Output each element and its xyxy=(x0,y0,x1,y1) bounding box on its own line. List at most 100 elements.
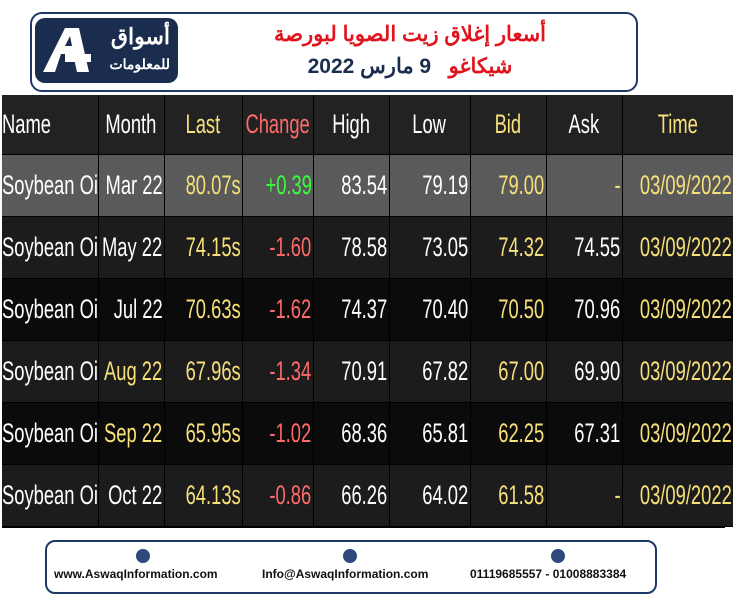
email: Info@AswaqInformation.com xyxy=(262,567,429,581)
table-cell-cell: 79.19 xyxy=(390,155,470,217)
table-cell: 67.31 xyxy=(574,418,621,448)
column-header: Month xyxy=(105,109,157,139)
table-cell: 67.00 xyxy=(498,356,545,386)
table-cell: - xyxy=(614,480,621,510)
table-cell: Soybean Oil xyxy=(2,232,98,262)
mail-icon xyxy=(343,549,357,563)
table-cell-cell: -1.02 xyxy=(243,403,313,465)
table-cell-cell: 70.96 xyxy=(547,279,622,341)
table-cell: Soybean Oil xyxy=(2,418,98,448)
table-cell: 62.25 xyxy=(498,418,545,448)
table-cell-cell: 03/09/2022 xyxy=(623,279,733,341)
table-cell: 74.37 xyxy=(341,294,388,324)
table-cell: +0.39 xyxy=(265,170,312,200)
table-cell-cell: Soybean Oil xyxy=(2,217,98,279)
table-cell: 74.55 xyxy=(574,232,621,262)
table-cell-cell: - xyxy=(547,155,622,217)
table-cell-cell: -1.60 xyxy=(243,217,313,279)
table-cell-cell: +0.39 xyxy=(243,155,313,217)
table-cell: 79.19 xyxy=(422,170,469,200)
table-cell-cell: 74.55 xyxy=(547,217,622,279)
table-cell-cell: 03/09/2022 xyxy=(623,403,733,465)
table-cell-cell: 67.31 xyxy=(547,403,622,465)
table-cell-cell: Soybean Oil xyxy=(2,341,98,403)
table-cell: 67.96s xyxy=(185,356,241,386)
table-cell: 69.90 xyxy=(574,356,621,386)
table-cell-cell: Oct 22 xyxy=(99,465,164,527)
table-cell-cell: 74.37 xyxy=(314,279,389,341)
table-cell: -1.02 xyxy=(269,418,312,448)
table-cell: 80.07s xyxy=(185,170,241,200)
table-cell-cell: 79.00 xyxy=(471,155,546,217)
header-box xyxy=(30,12,638,92)
table-cell-cell: 03/09/2022 xyxy=(623,341,733,403)
table-cell-cell: 67.96s xyxy=(165,341,242,403)
table-cell-cell: 68.36 xyxy=(314,403,389,465)
table-cell: 79.00 xyxy=(498,170,545,200)
footer-box xyxy=(45,540,657,594)
table-cell: 03/09/2022 xyxy=(639,480,732,510)
subtitle: شيكاغو 9 مارس 2022 xyxy=(190,54,630,79)
table-cell-cell: 80.07s xyxy=(165,155,242,217)
column-header: Bid xyxy=(494,109,522,139)
column-header: Last xyxy=(185,109,221,139)
column-header: High xyxy=(331,109,370,139)
table-cell-cell: -0.86 xyxy=(243,465,313,527)
table-cell-cell: 83.54 xyxy=(314,155,389,217)
table-cell: May 22 xyxy=(102,232,163,262)
column-header: Change xyxy=(245,109,310,139)
table-cell: 64.13s xyxy=(185,480,241,510)
table-cell: 70.63s xyxy=(185,294,241,324)
table-cell: 65.95s xyxy=(185,418,241,448)
table-cell-cell: - xyxy=(547,465,622,527)
table-cell-cell: 73.05 xyxy=(390,217,470,279)
table-cell: 03/09/2022 xyxy=(639,232,732,262)
table-cell: 83.54 xyxy=(341,170,388,200)
table-cell: 78.58 xyxy=(341,232,388,262)
table-cell: Oct 22 xyxy=(108,480,163,510)
table-cell: Jul 22 xyxy=(113,294,163,324)
table-cell-cell: 03/09/2022 xyxy=(623,217,733,279)
table-cell: 70.91 xyxy=(341,356,388,386)
table-cell: Soybean Oil xyxy=(2,170,98,200)
table-cell: 66.26 xyxy=(341,480,388,510)
table-cell: Soybean Oil xyxy=(2,356,98,386)
table-cell-cell: Aug 22 xyxy=(99,341,164,403)
table-cell: 64.02 xyxy=(422,480,469,510)
table-cell-cell: 03/09/2022 xyxy=(623,465,733,527)
table-cell-cell: 67.82 xyxy=(390,341,470,403)
table-cell-cell: 62.25 xyxy=(471,403,546,465)
table-cell: - xyxy=(614,170,621,200)
table-cell-cell: 70.50 xyxy=(471,279,546,341)
web-icon xyxy=(136,549,150,563)
table-cell: 70.50 xyxy=(498,294,545,324)
table-cell-cell: 64.13s xyxy=(165,465,242,527)
logo-text: أسواق xyxy=(110,24,170,49)
column-header: Name xyxy=(2,109,51,139)
table-cell: 68.36 xyxy=(341,418,388,448)
table-cell: -1.34 xyxy=(269,356,312,386)
column-header-cell: Bid xyxy=(471,95,546,155)
table-cell-cell: 61.58 xyxy=(471,465,546,527)
title: أسعار إغلاق زيت الصويا لبورصة xyxy=(273,23,547,46)
column-header-cell: High xyxy=(314,95,389,155)
table-cell-cell: Soybean Oil xyxy=(2,403,98,465)
table-cell-cell: 66.26 xyxy=(314,465,389,527)
column-header-cell: Time xyxy=(623,95,733,155)
table-cell: 03/09/2022 xyxy=(639,418,732,448)
table-cell-cell: Jul 22 xyxy=(99,279,164,341)
table-cell-cell: 65.81 xyxy=(390,403,470,465)
logo: أسواق للمعلومات xyxy=(35,18,178,83)
table-cell: 70.96 xyxy=(574,294,621,324)
table-cell: -1.60 xyxy=(269,232,312,262)
column-header-cell: Month xyxy=(99,95,164,155)
column-header-cell: Change xyxy=(243,95,313,155)
table-cell: -0.86 xyxy=(269,480,312,510)
table-cell: 70.40 xyxy=(422,294,469,324)
table-cell: Soybean Oil xyxy=(2,480,98,510)
table-cell-cell: 69.90 xyxy=(547,341,622,403)
table-cell-cell: -1.34 xyxy=(243,341,313,403)
table-cell-cell: 78.58 xyxy=(314,217,389,279)
table-cell: 03/09/2022 xyxy=(639,170,732,200)
table-cell-cell: Soybean Oil xyxy=(2,279,98,341)
